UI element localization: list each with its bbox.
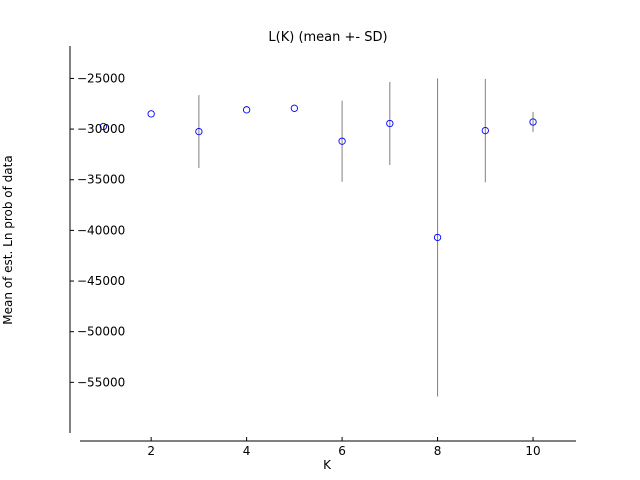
x-tick-label: 2: [147, 444, 155, 458]
y-tick-label: −55000: [77, 375, 125, 389]
y-tick-label: −40000: [77, 223, 125, 237]
y-tick-label: −45000: [77, 274, 125, 288]
data-point: [195, 127, 203, 136]
data-point: [99, 122, 108, 131]
data-point: [338, 137, 346, 145]
error-bars: [198, 78, 534, 397]
x-tick-label: 8: [434, 444, 442, 458]
x-axis-ticks: 2 4 6 8 10: [147, 437, 541, 458]
data-point: [290, 104, 299, 112]
x-tick-label: 6: [338, 444, 346, 458]
data-point: [386, 119, 394, 128]
y-tick-label: −30000: [77, 122, 125, 136]
y-axis-ticks: −25000 −30000 −35000 −40000 −45000 −50000 −550…: [70, 71, 125, 389]
y-tick-label: −50000: [77, 325, 125, 339]
data-point: [529, 118, 537, 126]
data-point: [433, 233, 442, 242]
x-axis-label: K: [323, 458, 332, 472]
y-tick-label: −25000: [77, 71, 125, 85]
data-point: [481, 126, 489, 135]
y-tick-label: −35000: [77, 173, 125, 187]
data-point: [242, 106, 251, 114]
data-point: [147, 110, 155, 118]
y-axis-label: Mean of est. Ln prob of data: [1, 155, 15, 324]
plot-area: [99, 78, 537, 397]
chart-title: L(K) (mean +- SD): [268, 30, 387, 45]
x-tick-label: 4: [243, 444, 251, 458]
x-tick-label: 10: [525, 444, 540, 458]
data-points: [99, 104, 537, 242]
